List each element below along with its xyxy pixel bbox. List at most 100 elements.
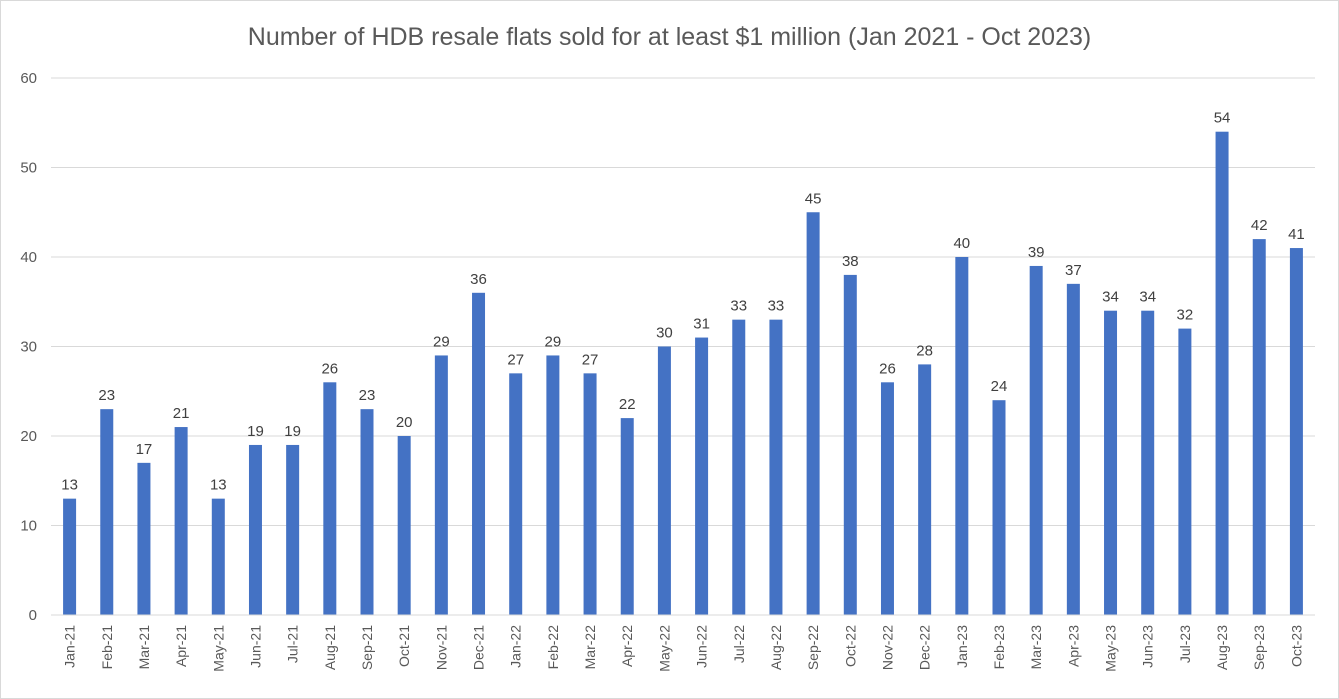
x-tick-label: Mar-21 [136,625,152,670]
bar [880,382,894,615]
data-label: 24 [991,378,1008,395]
x-tick-label: Apr-23 [1065,625,1081,667]
bar [583,373,597,615]
bar [1215,131,1229,615]
data-label: 27 [582,351,599,368]
x-tick-label: Sep-23 [1251,625,1267,670]
x-tick-label: Oct-21 [396,625,412,667]
bar [248,444,262,615]
x-tick-label: Oct-23 [1288,625,1304,667]
bar [657,346,671,615]
x-tick-label: Dec-22 [917,625,933,670]
x-tick-label: Jun-21 [247,625,263,668]
data-label: 54 [1214,110,1231,127]
x-tick-label: Apr-21 [173,625,189,667]
chart-title: Number of HDB resale flats sold for at l… [247,23,1092,51]
data-label: 13 [210,477,227,494]
bar [992,400,1006,615]
bar [955,257,969,615]
data-label: 37 [1065,262,1082,279]
data-label: 22 [619,396,636,413]
data-label: 40 [953,235,970,252]
bar [918,364,932,615]
data-label: 28 [916,342,933,359]
bar [509,373,523,615]
bar [806,212,820,615]
x-tick-label: Nov-22 [879,625,895,670]
x-tick-label: Mar-23 [1028,625,1044,670]
data-label: 19 [247,423,264,440]
bar [137,462,151,615]
data-label: 29 [433,333,450,350]
x-tick-label: Jun-23 [1140,625,1156,668]
data-label: 39 [1028,244,1045,261]
data-labels: 13 23 17 21 13 19 19 26 23 20 29 36 27 29 27 22 30 31 33 33… [61,110,1305,494]
data-label: 23 [359,387,376,404]
y-tick-label: 40 [20,249,37,266]
x-tick-label: Feb-22 [545,625,561,670]
x-tick-label: Aug-22 [768,625,784,670]
y-tick-label: 30 [20,339,37,356]
data-label: 19 [284,423,301,440]
x-tick-label: Jul-21 [285,625,301,663]
bar [1104,310,1118,615]
x-tick-label: May-23 [1103,625,1119,672]
bar [63,498,77,615]
bar [1289,248,1303,616]
x-tick-label: Oct-22 [842,625,858,667]
x-tick-label: Nov-21 [433,625,449,670]
data-label: 27 [507,351,524,368]
x-tick-label: Feb-21 [99,625,115,670]
bar [1141,310,1155,615]
data-label: 34 [1139,289,1156,306]
x-tick-label: Apr-22 [619,625,635,667]
gridlines [51,77,1315,526]
x-tick-label: Feb-23 [991,625,1007,670]
y-tick-label: 10 [20,518,37,535]
bar [732,319,746,615]
x-tick-label: Aug-21 [322,625,338,670]
bar [1066,283,1080,615]
bar [1252,239,1266,615]
data-label: 23 [98,387,115,404]
data-label: 36 [470,271,487,288]
y-axis-ticks: 0 10 20 30 40 50 60 [20,70,37,624]
bar [286,444,300,615]
y-tick-label: 50 [20,160,37,177]
bars [63,131,1303,616]
bar [620,418,634,615]
x-tick-label: Jan-23 [954,625,970,668]
bar [695,337,709,615]
x-tick-label: Jan-21 [62,625,78,668]
data-label: 13 [61,477,78,494]
bar [323,382,337,615]
data-label: 29 [545,333,562,350]
data-label: 26 [879,360,896,377]
data-label: 21 [173,405,190,422]
x-tick-label: Mar-22 [582,625,598,670]
x-tick-label: Dec-21 [471,625,487,670]
bar [546,355,560,615]
data-label: 33 [730,298,747,315]
data-label: 41 [1288,226,1305,243]
bar [360,409,374,615]
y-tick-label: 0 [29,607,37,624]
data-label: 45 [805,190,822,207]
x-tick-label: Jan-22 [508,625,524,668]
bar [174,427,188,615]
data-label: 26 [321,360,338,377]
bar [1178,328,1192,615]
bar [434,355,448,615]
y-tick-label: 60 [20,70,37,87]
data-label: 31 [693,316,710,333]
x-tick-label: Jul-22 [731,625,747,663]
data-label: 20 [396,414,413,431]
bar [397,436,411,615]
bar [211,498,225,615]
x-tick-label: Aug-23 [1214,625,1230,670]
data-label: 32 [1177,307,1194,324]
x-tick-label: Sep-22 [805,625,821,670]
x-axis-ticks: Jan-21 Feb-21 Mar-21 Apr-21 May-21 Jun-21 Jul-… [62,625,1305,672]
